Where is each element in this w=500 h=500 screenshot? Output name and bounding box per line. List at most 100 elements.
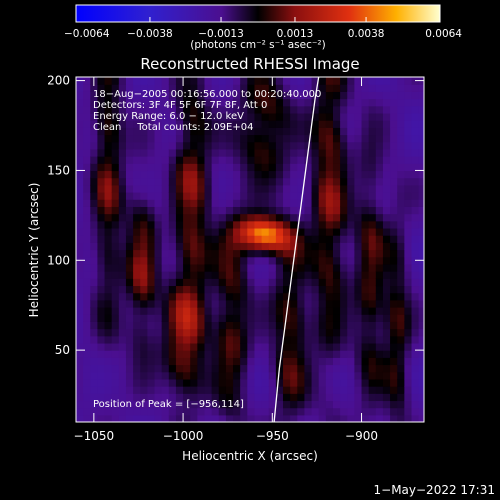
heatmap-cell — [147, 256, 156, 265]
heatmap-cell — [175, 285, 184, 294]
heatmap-cell — [76, 342, 84, 351]
heatmap-cell — [311, 156, 320, 164]
heatmap-cell — [133, 98, 141, 107]
heatmap-cell — [175, 156, 184, 164]
heatmap-cell — [204, 227, 213, 236]
heatmap-cell — [261, 112, 270, 121]
heatmap-cell — [332, 163, 341, 172]
heatmap-cell — [361, 386, 370, 394]
heatmap-cell — [147, 192, 156, 200]
heatmap-cell — [418, 285, 424, 294]
heatmap-cell — [190, 263, 198, 272]
heatmap-cell — [161, 256, 170, 265]
heatmap-cell — [240, 328, 248, 337]
heatmap-cell — [347, 342, 355, 351]
heatmap-cell — [147, 134, 156, 143]
heatmap-cell — [240, 256, 248, 265]
heatmap-cell — [290, 328, 298, 337]
heatmap-cell — [104, 148, 113, 157]
heatmap-cell — [125, 314, 134, 322]
heatmap-cell — [233, 163, 241, 172]
heatmap-cell — [225, 292, 234, 301]
heatmap-cell — [147, 400, 156, 409]
heatmap-cell — [318, 256, 327, 265]
heatmap-cell — [404, 414, 413, 422]
heatmap-cell — [304, 242, 313, 251]
heatmap-cell — [218, 177, 227, 186]
heatmap-cell — [154, 335, 163, 344]
heatmap-cell — [183, 307, 191, 315]
heatmap-cell — [175, 220, 184, 229]
heatmap-cell — [368, 184, 377, 193]
heatmap-cell — [197, 371, 206, 380]
heatmap-cell — [404, 227, 413, 236]
heatmap-cell — [190, 220, 198, 229]
heatmap-cell — [268, 299, 277, 308]
colorbar: −0.0064 −0.0038 −0.0013 0.0013 0.0038 0.0064 … — [64, 4, 462, 51]
heatmap-cell — [340, 112, 348, 121]
heatmap-cell — [211, 184, 220, 193]
heatmap-cell — [240, 91, 248, 100]
heatmap-cell — [354, 199, 363, 207]
heatmap-cell — [218, 292, 227, 301]
heatmap-cell — [240, 235, 248, 243]
heatmap-cell — [218, 213, 227, 222]
heatmap-cell — [375, 371, 384, 380]
heatmap-cell — [368, 328, 377, 337]
heatmap-cell — [418, 378, 424, 387]
heatmap-cell — [104, 278, 113, 287]
heatmap-cell — [90, 342, 99, 351]
heatmap-cell — [297, 84, 306, 92]
heatmap-cell — [133, 364, 141, 373]
heatmap-cell — [382, 235, 391, 243]
heatmap-cell — [297, 342, 306, 351]
heatmap-cell — [240, 112, 248, 121]
heatmap-cell — [332, 263, 341, 272]
heatmap-cell — [368, 84, 377, 92]
heatmap-cell — [361, 105, 370, 114]
heatmap-cell — [397, 321, 405, 330]
heatmap-cell — [118, 393, 127, 402]
heatmap-cell — [247, 386, 256, 394]
heatmap-cell — [397, 84, 405, 92]
heatmap-cell — [361, 342, 370, 351]
heatmap-cell — [240, 156, 248, 164]
heatmap-cell — [111, 141, 120, 150]
heatmap-cell — [411, 386, 420, 394]
heatmap-cell — [283, 77, 291, 85]
heatmap-cell — [347, 184, 355, 193]
heatmap-cell — [240, 148, 248, 157]
heatmap-cell — [83, 328, 91, 337]
heatmap-cell — [347, 299, 355, 308]
heatmap-cell — [404, 400, 413, 409]
heatmap-cell — [311, 98, 320, 107]
heatmap-cell — [382, 393, 391, 402]
heatmap-cell — [197, 321, 206, 330]
heatmap-cell — [325, 386, 334, 394]
heatmap-cell — [418, 342, 424, 351]
heatmap-cell — [233, 393, 241, 402]
heatmap-cell — [311, 263, 320, 272]
heatmap-cell — [297, 364, 306, 373]
heatmap-cell — [111, 199, 120, 207]
heatmap-cell — [418, 278, 424, 287]
heatmap-cell — [411, 278, 420, 287]
heatmap-cell — [197, 292, 206, 301]
heatmap-cell — [225, 364, 234, 373]
heatmap-cell — [204, 400, 213, 409]
colorbar-tick-label: −0.0013 — [198, 28, 244, 40]
heatmap-cell — [390, 148, 398, 157]
heatmap-cell — [254, 84, 263, 92]
heatmap-cell — [161, 220, 170, 229]
heatmap-cell — [247, 156, 256, 164]
heatmap-cell — [261, 321, 270, 330]
heatmap-cell — [161, 378, 170, 387]
heatmap-cell — [154, 120, 163, 128]
heatmap-cell — [354, 184, 363, 193]
heatmap-cell — [382, 256, 391, 265]
heatmap-cell — [140, 307, 148, 315]
heatmap-cell — [140, 213, 148, 222]
heatmap-cell — [240, 177, 248, 186]
heatmap-cell — [147, 91, 156, 100]
